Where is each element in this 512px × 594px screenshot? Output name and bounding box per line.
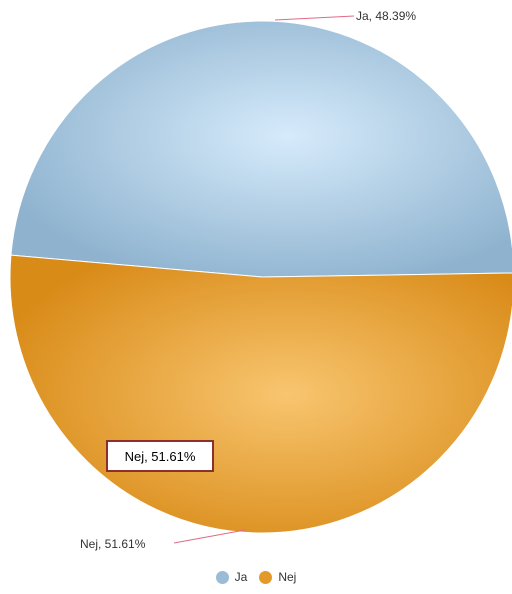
legend-label-ja: Ja [234, 570, 248, 584]
tooltip-nej: Nej, 51.61% [106, 440, 214, 472]
data-label-ja: Ja, 48.39% [356, 9, 416, 23]
data-label-connector-nej [173, 529, 246, 544]
data-label-connector-ja [274, 15, 355, 21]
legend-item-ja[interactable]: Ja [215, 570, 248, 584]
legend-label-nej: Nej [278, 570, 297, 584]
data-label-nej: Nej, 51.61% [80, 537, 146, 551]
legend-marker-nej [259, 570, 273, 584]
legend-item-nej[interactable]: Nej [259, 570, 296, 584]
pie-slice-ja[interactable] [10, 20, 512, 278]
pie-slice-nej[interactable] [9, 254, 512, 534]
legend-marker-ja [215, 570, 229, 584]
legend: Ja Nej [0, 570, 512, 584]
